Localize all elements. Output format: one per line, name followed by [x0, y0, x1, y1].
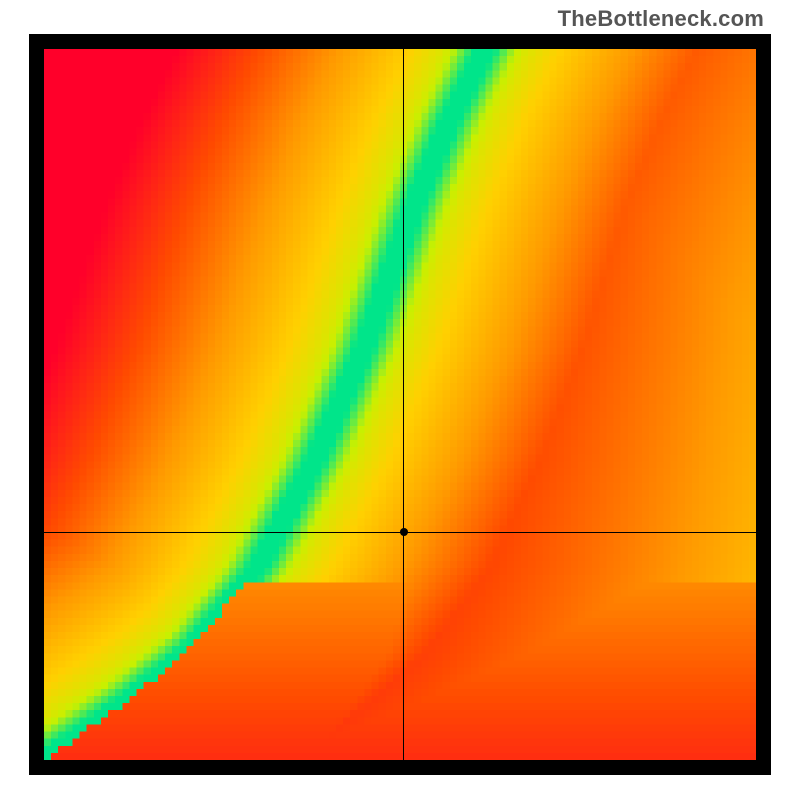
figure-container: TheBottleneck.com — [0, 0, 800, 800]
heatmap-canvas — [44, 49, 756, 760]
crosshair-vertical — [403, 49, 404, 760]
watermark-text: TheBottleneck.com — [558, 6, 764, 32]
plot-border — [29, 34, 771, 775]
